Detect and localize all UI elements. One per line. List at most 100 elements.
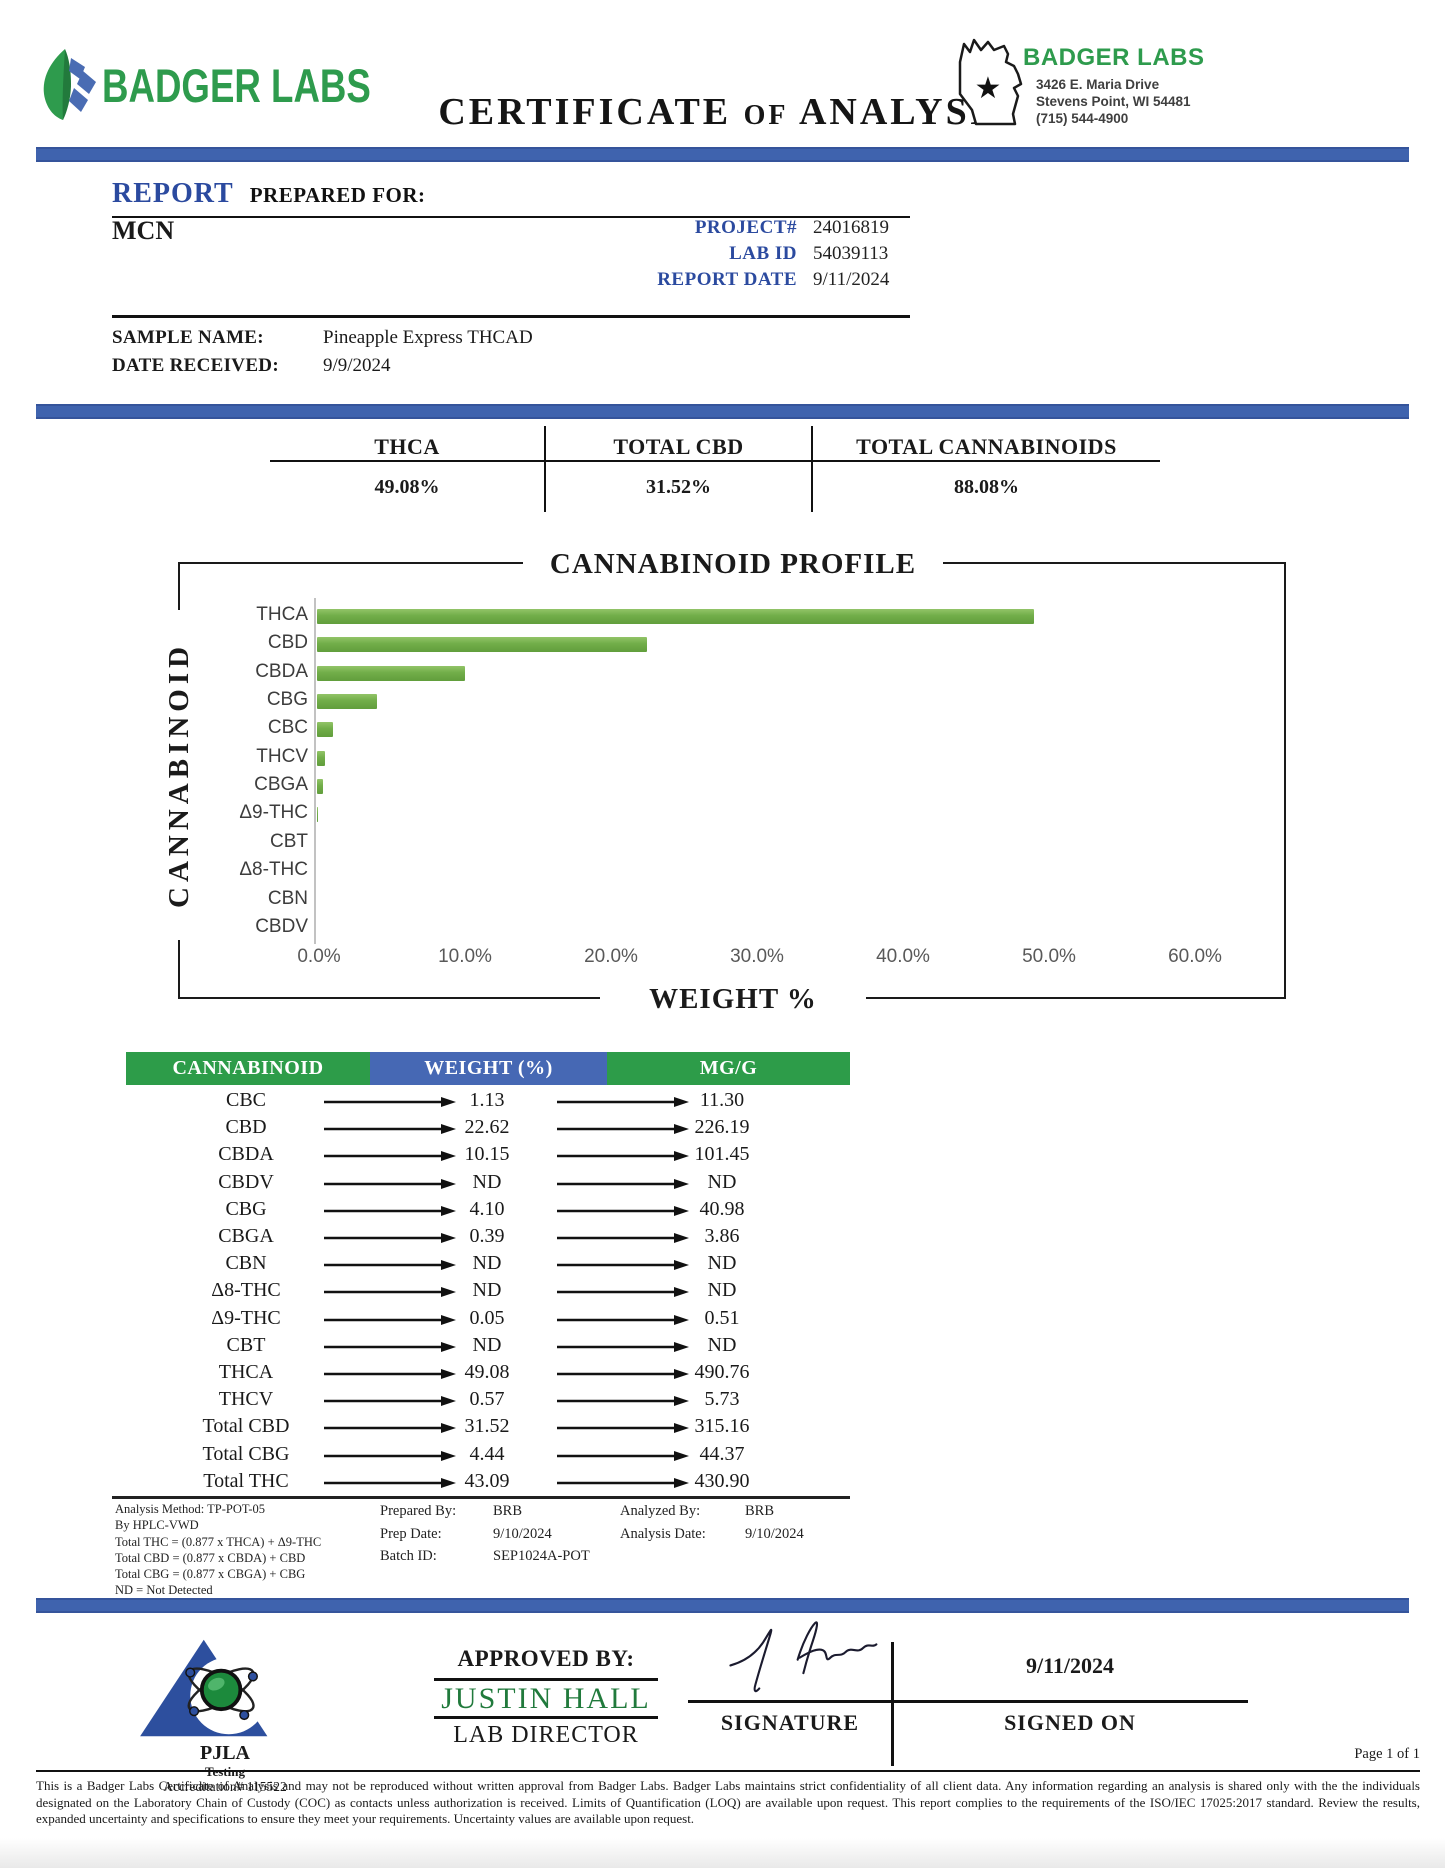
- arrow-icon: [322, 1122, 457, 1140]
- divider-bar-bottom: [36, 1598, 1409, 1613]
- signature-label: SIGNATURE: [720, 1710, 860, 1735]
- chart-category-label: CBD: [267, 632, 308, 654]
- method-footnotes: Analysis Method: TP-POT-05 By HPLC-VWD Tot…: [115, 1501, 321, 1599]
- table-cell-cannabinoid: Total CBG: [202, 1442, 290, 1465]
- arrow-icon: [555, 1149, 690, 1167]
- table-row: CBT ND ND: [126, 1332, 850, 1359]
- table-row: CBD 22.62 226.19: [126, 1114, 850, 1141]
- table-cell-mgg: 430.90: [694, 1469, 750, 1492]
- sample-info: SAMPLE NAME: Pineapple Express THCAD DATE…: [112, 324, 533, 380]
- table-cell-cannabinoid: CBT: [226, 1333, 266, 1356]
- client-name: MCN: [112, 216, 175, 245]
- table-cell-mgg: 0.51: [704, 1306, 740, 1329]
- footnote-method-line: By HPLC-VWD: [115, 1518, 199, 1533]
- table-cell-cannabinoid: CBC: [225, 1089, 267, 1111]
- table-row: CBC 1.13 11.30: [126, 1087, 850, 1114]
- accreditation-number: Accreditation# 115522: [163, 1779, 287, 1794]
- table-cell-mgg: 101.45: [694, 1143, 750, 1166]
- footnote-label: Prepared By:: [380, 1503, 457, 1519]
- arrow-icon: [322, 1449, 457, 1467]
- summary-table: THCA 49.08% TOTAL CBD 31.52% TOTAL CANNABINO…: [270, 426, 1160, 512]
- arrow-icon: [555, 1122, 690, 1140]
- table-bottom-line: [112, 1496, 850, 1499]
- signature-image: [712, 1604, 890, 1705]
- footer-disclaimer: This is a Badger Labs Certificate of Ana…: [36, 1778, 1420, 1826]
- chart-axis-line: [314, 598, 316, 944]
- summary-column: TOTAL CBD 31.52%: [544, 426, 811, 512]
- arrow-icon: [322, 1204, 457, 1222]
- arrow-icon: [322, 1177, 457, 1195]
- chart-x-tick: 40.0%: [876, 946, 930, 967]
- chart-x-tick: 0.0%: [297, 946, 341, 967]
- results-header-cell: MG/G: [607, 1052, 850, 1085]
- report-heading-report: REPORT: [112, 178, 234, 209]
- summary-value: 49.08%: [374, 476, 440, 498]
- summary-value: 88.08%: [954, 476, 1019, 498]
- table-cell-weight: ND: [472, 1333, 502, 1356]
- table-cell-cannabinoid: CBN: [225, 1252, 267, 1275]
- table-cell-weight: 49.08: [464, 1361, 510, 1383]
- footnote-row: Analyzed By: BRB: [620, 1500, 804, 1523]
- star-icon: ★: [975, 72, 1002, 105]
- title-certificate: CERTIFICATE: [438, 91, 732, 133]
- table-cell-weight: 43.09: [464, 1469, 510, 1492]
- footnote-label: Batch ID:: [380, 1548, 437, 1564]
- table-cell-cannabinoid: THCV: [218, 1388, 274, 1411]
- chart-x-tick: 50.0%: [1022, 946, 1076, 967]
- table-cell-weight: 4.44: [469, 1442, 505, 1465]
- arrow-icon: [322, 1340, 457, 1358]
- footnote-label: Analyzed By:: [620, 1503, 701, 1519]
- table-row: CBN ND ND: [126, 1250, 850, 1277]
- chart-bar: [317, 694, 377, 710]
- table-cell-weight: 31.52: [464, 1415, 510, 1438]
- wisconsin-state-icon: ★: [948, 32, 1024, 133]
- chart-x-axis-label: WEIGHT %: [600, 978, 866, 1020]
- address-line-2: Stevens Point, WI 54481: [1036, 94, 1191, 109]
- table-row: Total THC 43.09 430.90: [126, 1468, 850, 1495]
- chart-category-label: CBDV: [255, 915, 308, 937]
- results-table-header: CANNABINOID WEIGHT (%) MG/G: [126, 1052, 850, 1085]
- table-cell-mgg: ND: [707, 1170, 737, 1193]
- report-heading: REPORT PREPARED FOR:: [112, 178, 910, 218]
- approved-by-label: APPROVED BY:: [457, 1646, 635, 1671]
- chart-category-label: THCV: [256, 745, 308, 767]
- table-cell-cannabinoid: CBDV: [218, 1170, 274, 1193]
- lab-phone: (715) 544-4900: [1036, 111, 1129, 126]
- chart-category-label: THCA: [256, 604, 308, 625]
- approver-name-line: [434, 1716, 658, 1719]
- report-field-label: PROJECT#: [694, 217, 797, 238]
- footnote-method-line: Total CBG = (0.877 x CBGA) + CBG: [115, 1567, 306, 1582]
- chart-x-tick: 10.0%: [438, 946, 492, 967]
- divider-bar-summary: [36, 404, 1409, 419]
- page-indicator: Page 1 of 1: [1354, 1746, 1420, 1762]
- chart-category-label: CBG: [266, 689, 308, 711]
- prepared-by-block: Prepared By: BRB Prep Date: 9/10/2024 Batch …: [380, 1500, 590, 1568]
- section-divider-line: [112, 315, 910, 318]
- table-row: CBGA 0.39 3.86: [126, 1223, 850, 1250]
- summary-value: 31.52%: [646, 476, 711, 498]
- arrow-icon: [555, 1095, 690, 1113]
- report-field-row: LAB ID 54039113: [490, 241, 1010, 267]
- lab-address: 3426 E. Maria Drive Stevens Point, WI 54…: [1036, 76, 1191, 127]
- table-cell-mgg: 315.16: [694, 1415, 750, 1438]
- table-cell-cannabinoid: Δ8-THC: [211, 1279, 281, 1302]
- table-row: CBG 4.10 40.98: [126, 1196, 850, 1223]
- arrow-icon: [322, 1095, 457, 1113]
- chart-x-tick: 20.0%: [584, 946, 638, 967]
- table-cell-weight: 0.39: [469, 1225, 505, 1247]
- report-heading-prepared-for: PREPARED FOR:: [249, 183, 426, 207]
- sample-name-value: Pineapple Express THCAD: [323, 327, 533, 348]
- chart-title: CANNABINOID PROFILE: [523, 544, 943, 584]
- report-field-row: REPORT DATE 9/11/2024: [490, 267, 1010, 293]
- table-cell-weight: 22.62: [464, 1116, 510, 1139]
- chart-bar: [317, 750, 326, 766]
- table-cell-cannabinoid: CBD: [225, 1116, 267, 1139]
- date-received-value: 9/9/2024: [323, 355, 391, 376]
- table-row: CBDV ND ND: [126, 1169, 850, 1196]
- footnote-row: Prep Date: 9/10/2024: [380, 1523, 590, 1546]
- arrow-icon: [322, 1476, 457, 1494]
- table-cell-mgg: 490.76: [694, 1361, 750, 1383]
- report-field-label: LAB ID: [729, 243, 797, 264]
- signed-on-line: [893, 1700, 1248, 1703]
- table-cell-weight: ND: [472, 1252, 502, 1275]
